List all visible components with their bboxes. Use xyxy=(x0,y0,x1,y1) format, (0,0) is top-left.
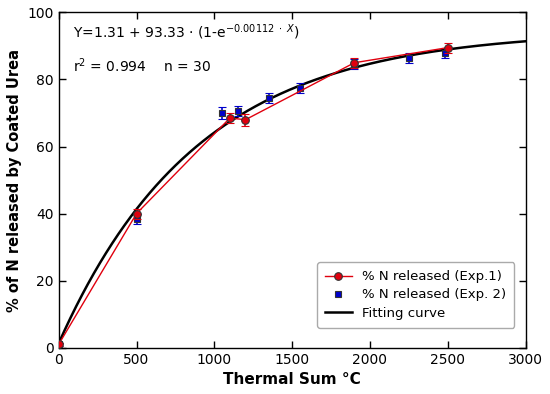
X-axis label: Thermal Sum °C: Thermal Sum °C xyxy=(223,372,361,387)
Legend: % N released (Exp.1), % N released (Exp. 2), Fitting curve: % N released (Exp.1), % N released (Exp.… xyxy=(317,262,514,328)
Text: r$^2$ = 0.994    n = 30: r$^2$ = 0.994 n = 30 xyxy=(73,56,211,74)
Y-axis label: % of N released by Coated Urea: % of N released by Coated Urea xyxy=(7,48,22,312)
Text: Y=1.31 + 93.33 $\cdot$ (1-e$^{-0.00112\ \cdot\ X}$): Y=1.31 + 93.33 $\cdot$ (1-e$^{-0.00112\ … xyxy=(73,22,300,42)
